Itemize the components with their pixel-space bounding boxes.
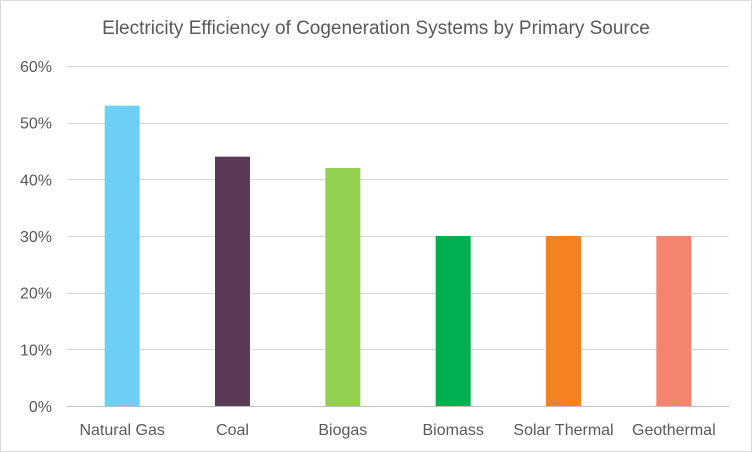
bar-biogas [325, 168, 361, 406]
y-tick-label: 50% [20, 116, 52, 133]
bar-coal [215, 156, 250, 406]
y-tick-label: 10% [20, 342, 52, 359]
y-tick-label: 0% [29, 399, 52, 416]
x-tick-label: Biomass [422, 422, 483, 439]
y-tick-label: 20% [20, 286, 52, 303]
x-tick-label: Geothermal [632, 422, 716, 439]
bar-solar-thermal [546, 236, 581, 406]
x-tick-label: Solar Thermal [513, 422, 613, 439]
bar-geothermal [656, 236, 692, 406]
x-tick-label: Coal [216, 422, 249, 439]
y-tick-label: 40% [20, 172, 52, 189]
chart-title: Electricity Efficiency of Cogeneration S… [102, 18, 650, 39]
bar-natural-gas [104, 105, 140, 407]
x-tick-label: Natural Gas [79, 422, 164, 439]
bar-biomass [435, 236, 471, 406]
x-tick-label: Biogas [318, 422, 367, 439]
y-tick-label: 30% [20, 229, 52, 246]
y-tick-label: 60% [20, 59, 52, 76]
